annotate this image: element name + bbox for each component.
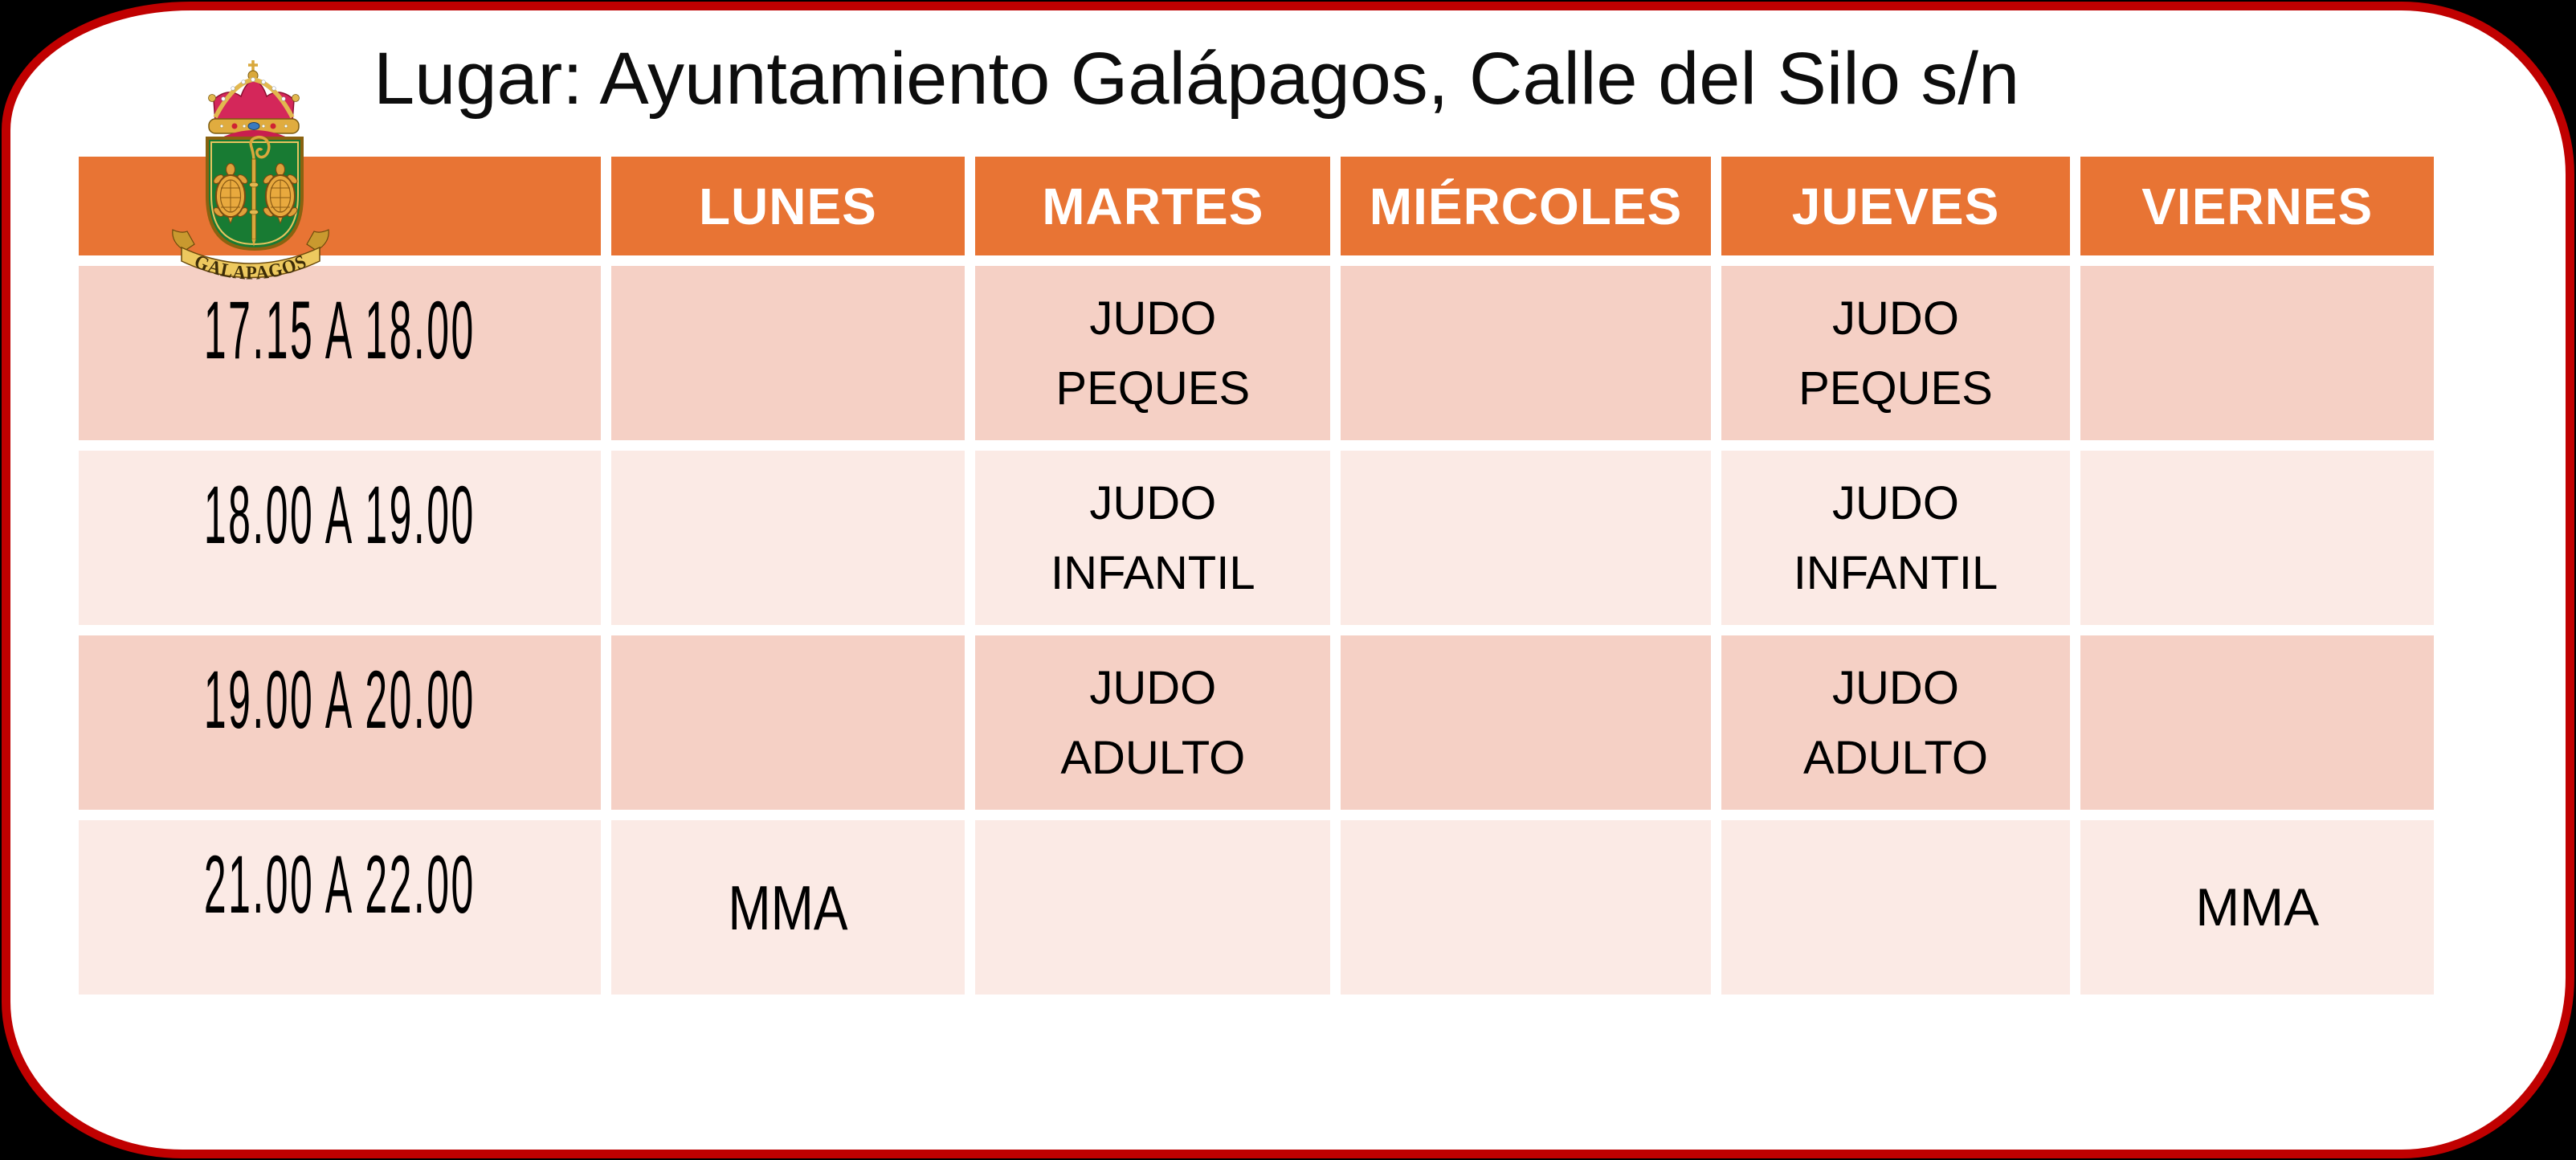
cell-martes-row3: JUDO ADULTO [975, 635, 1331, 810]
crosier-icon [249, 135, 271, 247]
svg-text:GALAPAGOS: GALAPAGOS [191, 251, 310, 284]
cell-jueves-row3: JUDO ADULTO [1721, 635, 2071, 810]
time-cell-row4: 21.00 A 22.00 [79, 820, 601, 995]
time-label: 19.00 A 20.00 [203, 654, 476, 746]
cell-viernes-row1 [2080, 266, 2434, 440]
header-cell-empty [79, 157, 601, 255]
cell-miercoles-row2 [1341, 451, 1711, 625]
schedule-table: LUNES MARTES MIÉRCOLES JUEVES VIERNES 17… [79, 157, 2434, 995]
time-cell-row1: 17.15 A 18.00 [79, 266, 601, 440]
cell-viernes-row4: MMA [2080, 820, 2434, 995]
cell-lunes-row3 [610, 635, 965, 810]
time-label: 21.00 A 22.00 [203, 839, 476, 931]
header-cell-viernes: VIERNES [2080, 157, 2434, 255]
crown-icon [208, 60, 300, 144]
cell-miercoles-row1 [1341, 266, 1711, 440]
turtle-left-icon [213, 162, 248, 225]
header-cell-miercoles: MIÉRCOLES [1341, 157, 1711, 255]
page-title: Lugar: Ayuntamiento Galápagos, Calle del… [374, 38, 2020, 120]
cell-viernes-row2 [2080, 451, 2434, 625]
time-cell-row2: 18.00 A 19.00 [79, 451, 601, 625]
cell-jueves-row1: JUDO PEQUES [1721, 266, 2071, 440]
cell-viernes-row3 [2080, 635, 2434, 810]
banner-text: GALAPAGOS [191, 251, 309, 284]
galapagos-coat-of-arms: GALAPAGOS [172, 60, 329, 284]
mma-label: MMA [728, 872, 848, 943]
cell-miercoles-row4 [1341, 820, 1711, 995]
header-cell-lunes: LUNES [610, 157, 965, 255]
cell-lunes-row4: MMA [610, 820, 965, 995]
time-label: 17.15 A 18.00 [203, 284, 476, 377]
cell-jueves-row2: JUDO INFANTIL [1721, 451, 2071, 625]
cell-miercoles-row3 [1341, 635, 1711, 810]
cell-lunes-row2 [610, 451, 965, 625]
cell-martes-row1: JUDO PEQUES [975, 266, 1331, 440]
header-cell-martes: MARTES [975, 157, 1331, 255]
time-label: 18.00 A 19.00 [203, 469, 476, 562]
cell-martes-row2: JUDO INFANTIL [975, 451, 1331, 625]
turtle-right-icon [263, 162, 298, 225]
cell-martes-row4 [975, 820, 1331, 995]
header-cell-jueves: JUEVES [1721, 157, 2071, 255]
cell-lunes-row1 [610, 266, 965, 440]
cell-jueves-row4 [1721, 820, 2071, 995]
time-cell-row3: 19.00 A 20.00 [79, 635, 601, 810]
